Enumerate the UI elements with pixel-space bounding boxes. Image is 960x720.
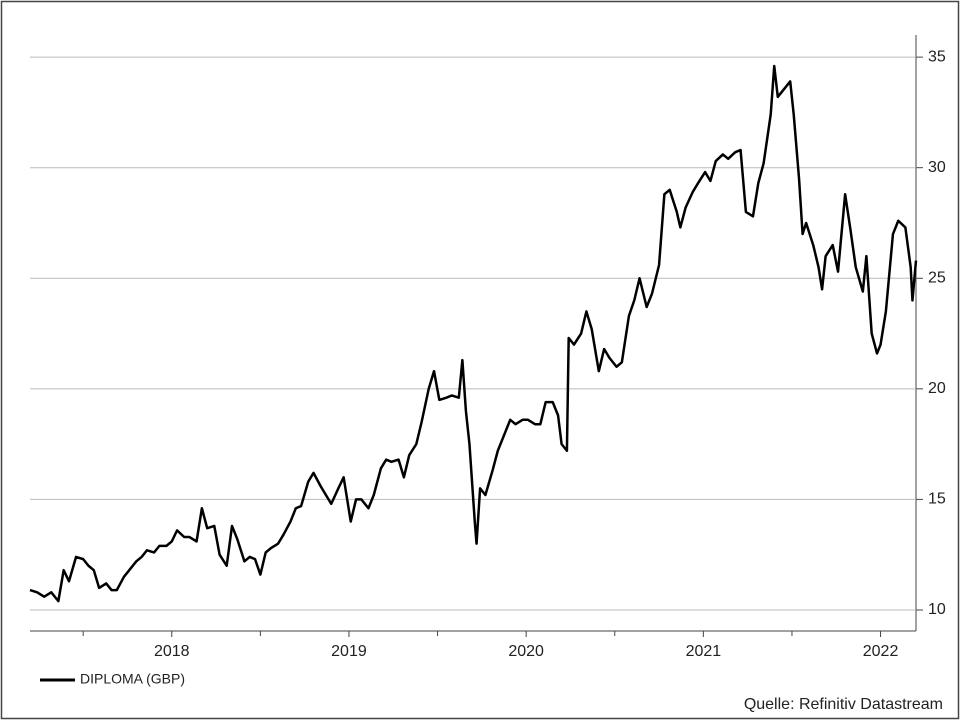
legend-label: DIPLOMA (GBP) bbox=[80, 671, 185, 687]
y-tick-label: 10 bbox=[928, 601, 946, 618]
x-tick-label: 2018 bbox=[154, 643, 190, 660]
y-tick-label: 15 bbox=[928, 491, 946, 508]
y-tick-label: 25 bbox=[928, 269, 946, 286]
y-tick-label: 20 bbox=[928, 380, 946, 397]
x-tick-label: 2019 bbox=[331, 643, 367, 660]
y-tick-label: 35 bbox=[928, 48, 946, 65]
price-line bbox=[29, 64, 918, 603]
x-tick-label: 2020 bbox=[508, 643, 544, 660]
source: Quelle: Refinitiv Datastream bbox=[744, 696, 943, 713]
x-tick-label: 2021 bbox=[686, 643, 722, 660]
x-tick-label: 2022 bbox=[863, 643, 899, 660]
y-tick-label: 30 bbox=[928, 159, 946, 176]
